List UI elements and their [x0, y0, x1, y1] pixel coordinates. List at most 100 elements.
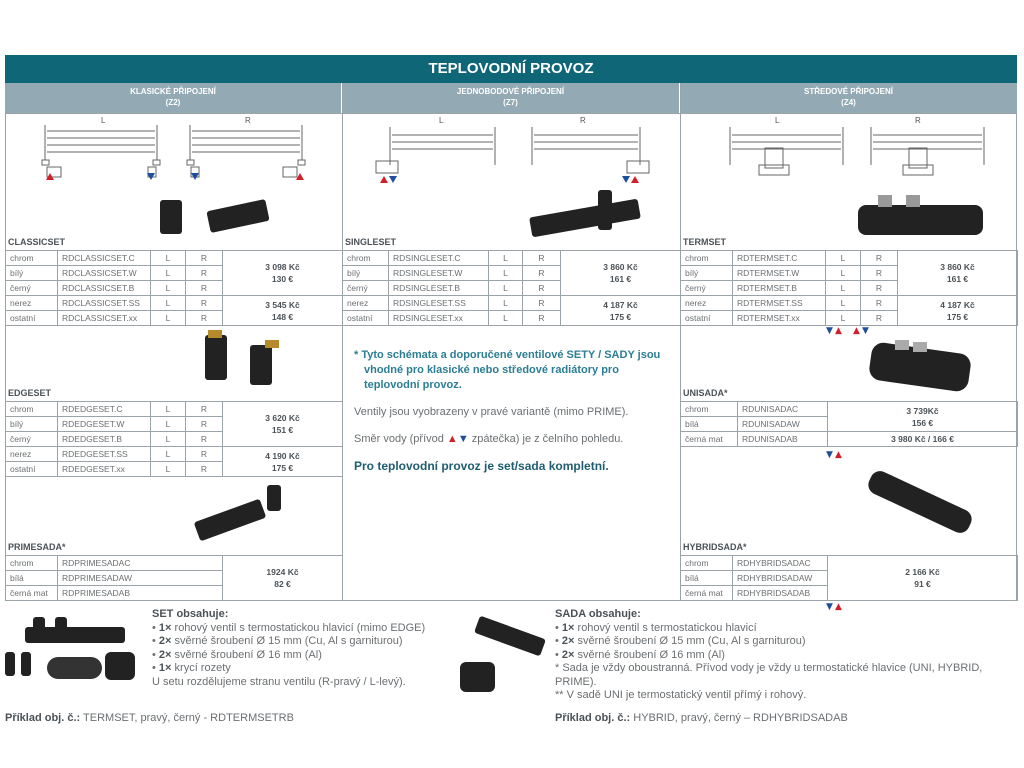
code-cell: RDSINGLESET.B: [388, 280, 489, 296]
right-cell: R: [860, 295, 898, 311]
price-value: 175 €: [609, 311, 632, 322]
price-value: 4 187 Kč: [940, 299, 975, 310]
price-value: 130 €: [271, 274, 294, 284]
product-table: chrom RDUNISADAC 3 739Kč 156 € bílá RDUNISADA…: [680, 401, 1018, 447]
table-row: ostatní RDEDGESET.xx L R: [5, 461, 343, 477]
product-table: chrom RDHYBRIDSADAC 2 166 Kč 91 € bílá RDHYBR…: [680, 555, 1018, 601]
code-cell: RDSINGLESET.xx: [388, 310, 489, 326]
code-cell: RDCLASSICSET.W: [57, 265, 151, 281]
price-value: 91 €: [914, 579, 931, 589]
supply-arrow-icon: ▲: [446, 433, 458, 445]
code-cell: RDUNISADAW: [737, 416, 828, 432]
left-cell: L: [150, 461, 186, 477]
code-cell: RDPRIMESADAB: [57, 585, 223, 601]
radiator-diagram: [531, 127, 650, 174]
price-value: 2 166 Kč: [905, 567, 940, 577]
quantity: 2×: [561, 635, 575, 647]
right-label: R: [580, 116, 586, 125]
price-cell: 3 545 Kč 148 €: [222, 295, 343, 326]
set-footer: U setu rozdělujeme stranu ventilu (R-pra…: [152, 675, 406, 688]
table-row: bílý RDCLASSICSET.W L R: [5, 265, 343, 281]
quantity: 1×: [158, 621, 172, 634]
section-label-termset: TERMSET: [683, 237, 727, 247]
table-row: chrom RDTERMSET.C L R 3 860 Kč 161 €: [680, 250, 1018, 296]
price-cell: 2 166 Kč 91 €: [827, 555, 1018, 601]
table-row: nerez RDEDGESET.SS L R 4 190 Kč 175 €: [5, 446, 343, 477]
right-cell: R: [185, 401, 223, 417]
example-value: TERMSET, pravý, černý - RDTERMSETRB: [80, 712, 294, 724]
table-row: ostatní RDSINGLESET.xx L R: [342, 310, 681, 326]
table-row: bílý RDEDGESET.W L R: [5, 416, 343, 432]
note-complete: Pro teplovodní provoz je set/sada komple…: [354, 459, 609, 473]
code-cell: RDCLASSICSET.SS: [57, 295, 151, 311]
bullet: •: [555, 635, 562, 647]
bullet: •: [555, 621, 562, 634]
color-cell: ostatní: [680, 310, 733, 326]
color-cell: chrom: [5, 401, 58, 417]
left-cell: L: [488, 295, 523, 311]
price-value: 161 €: [609, 274, 632, 284]
code-cell: RDEDGESET.SS: [57, 446, 151, 462]
edgeset-table: chrom RDEDGESET.C L R 3 620 Kč 151 € bílý RDEDG…: [5, 401, 343, 477]
table-row: černá mat RDUNISADAB 3 980 Kč / 166 €: [680, 431, 1018, 447]
price-cell: 1924 Kč 82 €: [222, 555, 343, 601]
item-text: krycí rozety: [171, 662, 231, 674]
section-label-classicset: CLASSICSET: [8, 237, 66, 247]
code-cell: RDTERMSET.xx: [732, 310, 826, 326]
left-cell: L: [150, 265, 186, 281]
price-value: 175 €: [946, 311, 969, 322]
price-value: 3 860 Kč: [940, 262, 975, 272]
column-name: JEDNOBODOVÉ PŘIPOJENÍ: [456, 87, 565, 96]
color-cell: černá mat: [680, 585, 733, 601]
table-row: bílý RDSINGLESET.W L R: [342, 265, 681, 281]
price-value: 4 187 Kč: [603, 299, 638, 310]
left-cell: L: [150, 280, 186, 296]
bullet: •: [152, 621, 159, 634]
item-text: svěrné šroubení Ø 16 mm (Al): [574, 648, 725, 661]
product-table: chrom RDSINGLESET.C L R 3 860 Kč 161 € bílý RDS…: [342, 250, 681, 326]
code-cell: RDEDGESET.B: [57, 431, 151, 447]
table-row: nerez RDTERMSET.SS L R 4 187 Kč 175 €: [680, 295, 1018, 326]
price-value: 175 €: [271, 462, 294, 473]
code-cell: RDCLASSICSET.xx: [57, 310, 151, 326]
color-cell: bílý: [5, 416, 58, 432]
color-cell: chrom: [680, 401, 738, 417]
bullet: •: [152, 662, 159, 674]
right-cell: R: [185, 295, 223, 311]
code-cell: RDUNISADAC: [737, 401, 828, 417]
sada-footnote: * Sada je vždy oboustranná. Přívod vody …: [555, 662, 983, 688]
left-cell: L: [825, 280, 861, 296]
price-value: 156 €: [911, 417, 934, 428]
note-text: Směr vody (přívod: [354, 433, 447, 445]
price-cell: 3 620 Kč 151 €: [222, 401, 343, 447]
quantity: 2×: [158, 648, 172, 661]
color-cell: ostatní: [5, 461, 58, 477]
code-cell: RDEDGESET.xx: [57, 461, 151, 477]
code-cell: RDTERMSET.W: [732, 265, 826, 281]
left-cell: L: [825, 310, 861, 326]
left-cell: L: [150, 401, 186, 417]
notes: * Tyto schémata a doporučené ventilové S…: [354, 348, 669, 474]
left-cell: L: [150, 431, 186, 447]
color-cell: nerez: [5, 446, 58, 462]
color-cell: černý: [342, 280, 389, 296]
price-value: 3 098 Kč: [265, 262, 300, 272]
column-code: (Z4): [841, 98, 856, 107]
color-cell: bílá: [680, 570, 733, 586]
left-label: L: [439, 116, 444, 125]
price-value: 4 190 Kč: [265, 450, 300, 461]
product-table: chrom RDEDGESET.C L R 3 620 Kč 151 € bílý RDEDG…: [5, 401, 343, 477]
code-cell: RDSINGLESET.SS: [388, 295, 489, 311]
price-value: 151 €: [271, 425, 294, 435]
column-name: KLASICKÉ PŘIPOJENÍ: [130, 87, 216, 96]
right-cell: R: [185, 431, 223, 447]
left-cell: L: [488, 250, 523, 266]
radiator-diagram: [186, 125, 306, 178]
code-cell: RDUNISADAB: [737, 431, 828, 447]
column-divider: [342, 83, 343, 601]
price-value: 148 €: [271, 311, 294, 322]
set-example: Příklad obj. č.: TERMSET, pravý, černý -…: [5, 712, 294, 726]
example-value: HYBRID, pravý, černý – RDHYBRIDSADAB: [630, 712, 848, 724]
set-heading: SET obsahuje:: [152, 608, 229, 620]
